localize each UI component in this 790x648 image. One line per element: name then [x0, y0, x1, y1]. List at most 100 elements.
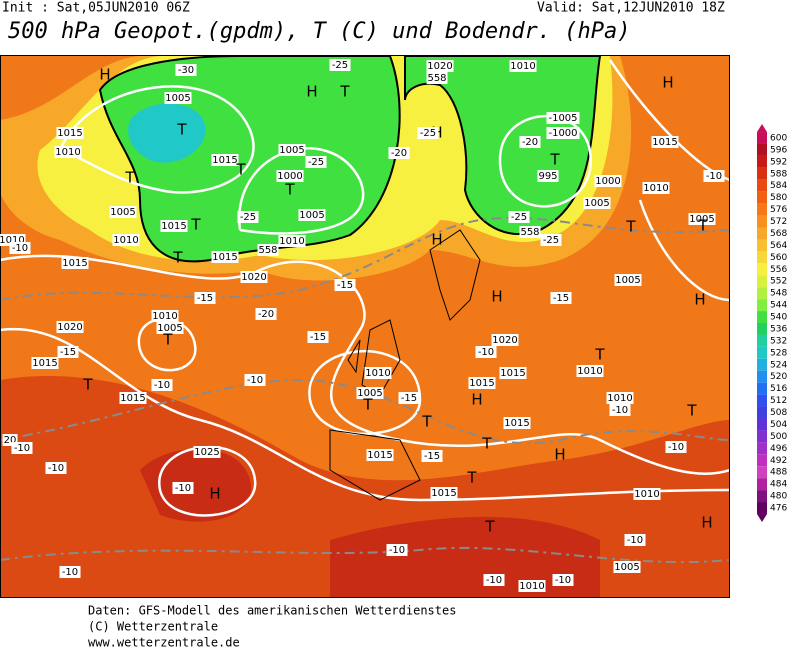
label-box [366, 449, 394, 461]
label-box [398, 392, 420, 404]
label-box [278, 235, 306, 247]
label-box [151, 379, 173, 391]
isobar [137, 318, 197, 372]
contour-label: 1005 [614, 562, 639, 573]
contour-label: 1005 [110, 207, 135, 218]
colorbar-label: 532 [770, 336, 787, 346]
contour-label: 1015 [504, 418, 529, 429]
label-box [172, 482, 194, 494]
init-time: Init : Sat,05JUN2010 06Z [2, 1, 190, 16]
label-box [388, 147, 410, 159]
isotherm [1, 546, 729, 564]
label-box [518, 580, 546, 592]
pressure-center: H [306, 83, 317, 101]
contour-label: 1005 [615, 275, 640, 286]
label-box [257, 244, 279, 256]
pressure-center: T [594, 346, 605, 364]
label-box [156, 322, 184, 334]
contour-label: 1020 [57, 322, 82, 333]
label-box [503, 417, 531, 429]
coldest-core [128, 103, 206, 163]
contour-label: -10 [48, 463, 64, 474]
contour-label: 1015 [57, 128, 82, 139]
contour-label: -15 [310, 332, 326, 343]
label-box [583, 197, 611, 209]
colorbar-swatch [757, 299, 767, 312]
colorbar-swatch [757, 227, 767, 240]
contour-label: 1010 [577, 366, 602, 377]
pressure-center: H [471, 391, 482, 409]
map [1, 56, 729, 597]
label-box [624, 534, 646, 546]
label-box [175, 64, 197, 76]
colorbar-swatch [757, 382, 767, 395]
contour-label: -20 [522, 137, 538, 148]
colorbar-label: 496 [770, 444, 787, 454]
map-title: 500 hPa Geopot.(gpdm), T (C) und Bodendr… [8, 19, 631, 44]
label-box [298, 209, 326, 221]
label-box [356, 387, 384, 399]
label-box [508, 211, 530, 223]
label-box [193, 446, 221, 458]
label-box [194, 292, 216, 304]
colorbar-label: 584 [770, 181, 787, 191]
label-box [537, 170, 559, 182]
label-box [614, 274, 642, 286]
isobar [1, 327, 729, 502]
label-box [59, 566, 81, 578]
contour-label: -25 [308, 157, 324, 168]
contour-label: 1025 [194, 447, 219, 458]
colorbar-label: 544 [770, 301, 787, 311]
label-box [483, 574, 505, 586]
contour-label: 1010 [113, 235, 138, 246]
colorbar-label: 556 [770, 265, 787, 275]
pressure-center: T [235, 161, 246, 179]
colorbar-swatch [757, 287, 767, 300]
contour-label: 558 [258, 245, 277, 256]
contour-label: 1005 [299, 210, 324, 221]
pressure-center: T [481, 435, 492, 453]
contour-label: 1010 [634, 489, 659, 500]
label-box [417, 127, 439, 139]
pressure-center: H [491, 288, 502, 306]
pressure-center: H [431, 231, 442, 249]
label-box [499, 367, 527, 379]
label-box [421, 450, 443, 462]
pressure-center: T [190, 216, 201, 234]
colorbar-swatch [757, 466, 767, 479]
pressure-center: T [172, 249, 183, 267]
contour-label: 1005 [279, 145, 304, 156]
colorbar-label: 596 [770, 145, 787, 155]
contour-label: -25 [332, 60, 348, 71]
colorbar-label: 552 [770, 277, 787, 287]
label-box [519, 226, 541, 238]
contour-label: 1010 [365, 368, 390, 379]
colorbar-swatch [757, 239, 767, 252]
label-box [45, 462, 67, 474]
isobar [498, 115, 592, 208]
colorbar-label: 504 [770, 420, 787, 430]
label-box [305, 156, 327, 168]
label-box [334, 279, 356, 291]
colorbar-swatch [757, 490, 767, 503]
pressure-center: H [701, 514, 712, 532]
contour-label: 1015 [367, 450, 392, 461]
label-box [244, 374, 266, 386]
colorbar-swatch [757, 167, 767, 180]
contour-label: -25 [511, 212, 527, 223]
label-box [54, 146, 82, 158]
contour-label: 1015 [120, 393, 145, 404]
contour-label: -10 [486, 575, 502, 586]
contour-label: -10 [706, 171, 722, 182]
label-box [642, 182, 670, 194]
contour-label: -15 [553, 293, 569, 304]
colorbar-label: 520 [770, 372, 787, 382]
colorbar-swatch [757, 358, 767, 371]
label-box [546, 112, 580, 124]
label-box [576, 365, 604, 377]
contour-label: 1020 [241, 272, 266, 283]
label-box [9, 242, 31, 254]
contour-label: -15 [197, 293, 213, 304]
colorbar-label: 476 [770, 504, 787, 514]
